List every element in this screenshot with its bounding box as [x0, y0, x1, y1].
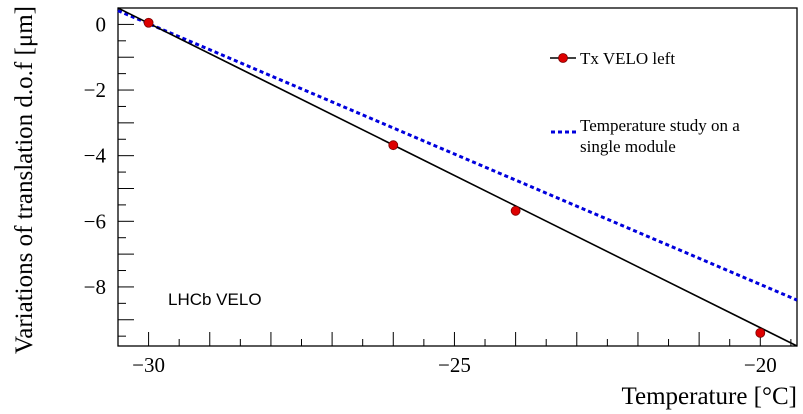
fit-line: [117, 7, 798, 347]
x-tick-label: −25: [438, 353, 471, 377]
data-point: [388, 140, 399, 151]
axes: −30 −25 −20 0 −2 −4 −6 −8: [84, 7, 798, 377]
plot-lines: [117, 7, 798, 347]
x-axis-title: Temperature [°C]: [621, 383, 797, 410]
data-point: [143, 17, 154, 28]
x-tick-label: −30: [132, 353, 165, 377]
y-axis-title: Variations of translation d.o.f [μm]: [11, 6, 38, 354]
x-tick-label: −20: [744, 353, 777, 377]
legend-entry-label: Tx VELO left: [580, 49, 675, 68]
y-tick-label: −6: [84, 209, 106, 233]
y-tick-label: 0: [96, 12, 107, 36]
chart-annotation: LHCb VELO: [168, 290, 262, 309]
y-tick-label: −8: [84, 275, 106, 299]
plot-frame: [117, 7, 798, 347]
dashed-reference-line: [117, 9, 798, 302]
legend-entry-label: Temperature study on a: [580, 116, 740, 135]
legend: Tx VELO left Temperature study on a single…: [550, 49, 740, 156]
plot-markers: [143, 17, 766, 338]
legend-marker-sample: [558, 53, 568, 63]
data-point: [510, 205, 521, 216]
y-tick-label: −4: [84, 144, 107, 168]
data-point: [755, 327, 766, 338]
legend-entry-label: single module: [580, 137, 676, 156]
y-tick-label: −2: [84, 78, 106, 102]
